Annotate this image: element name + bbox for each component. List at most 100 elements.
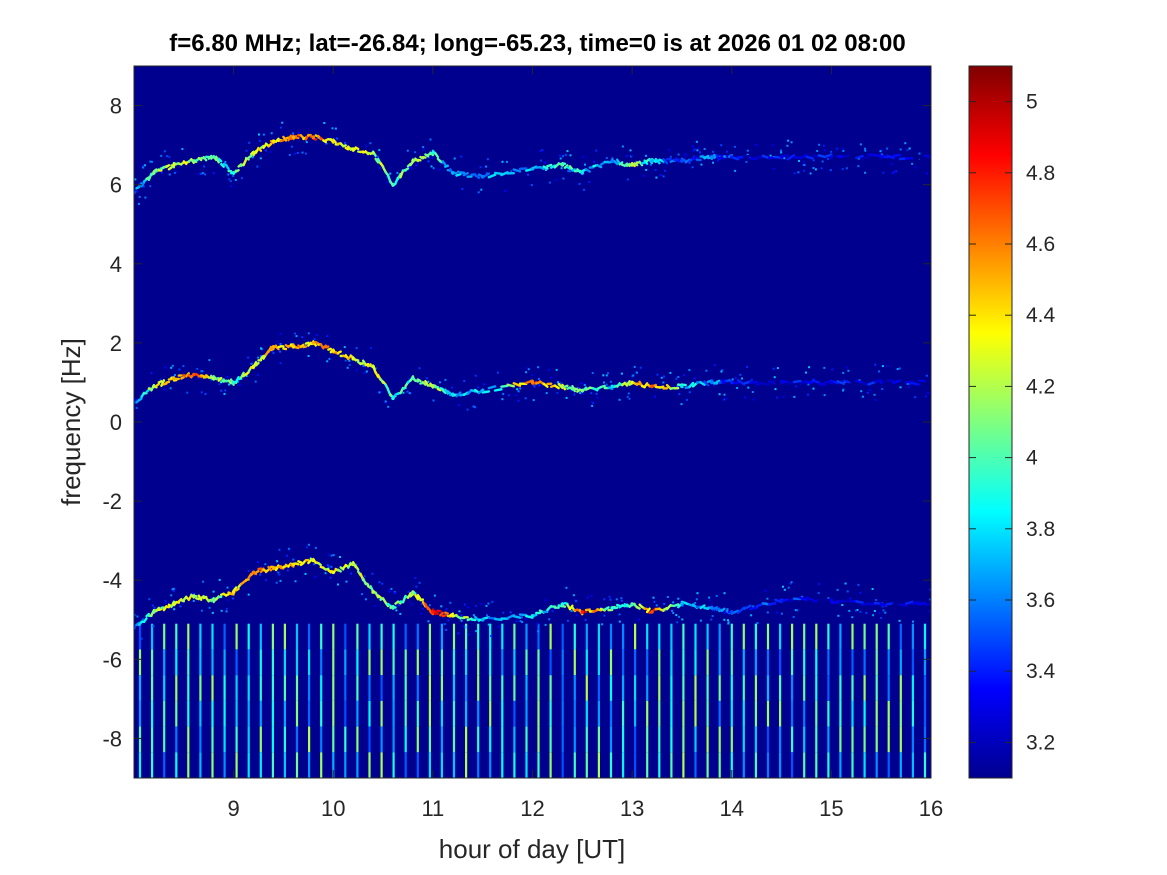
trace-speck (440, 605, 443, 608)
trace-speck (817, 592, 820, 595)
trace-speck (633, 365, 636, 368)
trace-speck (457, 170, 460, 173)
trace-segment (898, 603, 908, 607)
y-tick-label: 0 (110, 410, 122, 435)
trace-segment (715, 607, 721, 611)
trace-speck (301, 151, 304, 154)
trace-speck (348, 363, 351, 366)
trace-segment (197, 375, 203, 378)
trace-segment (892, 379, 902, 385)
trace-speck (307, 332, 310, 335)
trace-segment (493, 171, 503, 176)
trace-speck (776, 367, 779, 370)
trace-speck (726, 150, 729, 153)
trace-segment (354, 146, 360, 151)
trace-point (311, 135, 316, 139)
trace-speck (693, 148, 696, 151)
trace-segment (219, 162, 225, 168)
trace-speck (449, 601, 452, 604)
trace-speck (460, 155, 463, 158)
trace-segment (749, 380, 758, 384)
trace-speck (142, 185, 145, 188)
trace-speck (625, 154, 628, 157)
trace-speck (691, 166, 694, 169)
trace-segment (688, 603, 695, 608)
trace-speck (457, 632, 460, 635)
trace-point (530, 380, 535, 385)
trace-speck (555, 178, 558, 181)
trace-segment (185, 372, 191, 378)
trace-speck (485, 165, 488, 168)
trace-speck (212, 172, 215, 175)
y-tick-label: -4 (102, 568, 122, 593)
trace-point (560, 384, 565, 389)
trace-speck (536, 622, 539, 625)
x-tick-label: 16 (919, 796, 943, 821)
trace-speck (891, 172, 894, 175)
trace-segment (625, 162, 631, 168)
y-tick-label: 2 (110, 331, 122, 356)
trace-speck (196, 367, 199, 370)
trace-speck (565, 396, 568, 399)
trace-speck (874, 399, 877, 402)
trace-point (211, 376, 216, 381)
trace-speck (463, 380, 466, 382)
trace-speck (466, 408, 469, 411)
trace-speck (483, 383, 486, 386)
trace-segment (561, 604, 567, 608)
trace-segment (224, 163, 230, 171)
trace-segment (861, 155, 870, 161)
trace-speck (170, 594, 173, 597)
trace-speck (865, 611, 868, 614)
trace-segment (299, 343, 305, 348)
trace-speck (521, 621, 524, 623)
trace-speck (475, 630, 478, 633)
trace-segment (643, 607, 649, 611)
y-tick-label: 4 (110, 252, 122, 277)
trace-speck (580, 382, 583, 385)
trace-segment (202, 155, 208, 162)
trace-speck (755, 143, 758, 146)
trace-segment (512, 382, 522, 387)
trace-speck (458, 610, 461, 613)
trace-speck (790, 141, 793, 144)
trace-speck (652, 596, 655, 599)
trace-speck (278, 573, 281, 576)
trace-speck (369, 347, 372, 350)
trace-speck (395, 609, 398, 612)
trace-speck (880, 153, 883, 156)
trace-speck (530, 184, 533, 187)
trace-speck (590, 392, 593, 395)
trace-segment (599, 384, 606, 389)
trace-speck (440, 162, 443, 165)
trace-speck (879, 150, 882, 153)
trace-speck (807, 393, 809, 396)
trace-segment (563, 384, 569, 388)
trace-point (451, 171, 455, 175)
trace-segment (297, 560, 303, 564)
trace-point (730, 155, 734, 159)
trace-speck (520, 616, 523, 619)
trace-segment (274, 345, 280, 351)
trace-speck (837, 614, 840, 617)
trace-speck (447, 619, 450, 622)
trace-segment (720, 607, 726, 612)
x-tick-label: 10 (321, 796, 345, 821)
trace-speck (567, 170, 570, 173)
trace-speck (859, 143, 862, 146)
trace-speck (780, 149, 782, 152)
trace-segment (487, 173, 497, 179)
trace-segment (643, 159, 649, 165)
trace-speck (240, 177, 243, 180)
trace-point (560, 163, 565, 167)
trace-speck (924, 395, 927, 398)
trace-speck (378, 149, 381, 152)
trace-speck (564, 153, 567, 156)
trace-speck (846, 590, 849, 593)
y-axis: -8 -6 -4 -2 0 2 4 6 8 (102, 94, 931, 751)
trace-speck (421, 607, 424, 610)
trace-speck (715, 595, 718, 597)
y-tick-label: 6 (110, 173, 122, 198)
trace-segment (917, 379, 926, 383)
